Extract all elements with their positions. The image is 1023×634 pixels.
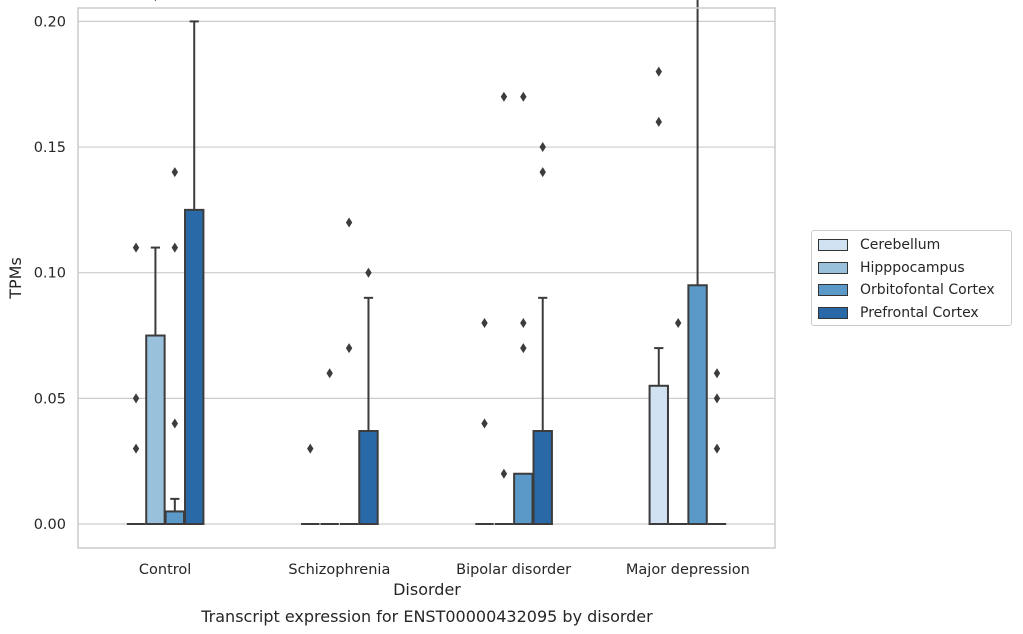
- outlier-point: [713, 368, 721, 379]
- outlier-point: [674, 317, 682, 328]
- x-tick-label: Schizophrenia: [288, 562, 390, 578]
- box: [532, 430, 553, 526]
- box: [358, 430, 379, 526]
- outlier-point: [132, 393, 140, 404]
- outlier-point: [481, 418, 488, 429]
- outlier-point: [500, 468, 508, 479]
- x-tick-labels: Control Schizophrenia Bipolar disorder Majo…: [139, 562, 750, 578]
- box-plot: [145, 246, 166, 525]
- box-plot: [532, 296, 553, 526]
- outlier-point: [713, 393, 721, 404]
- box: [164, 510, 186, 525]
- legend-swatch-hippocampus: [818, 261, 848, 274]
- outlier-point: [154, 0, 157, 2]
- x-tick-label: Major depression: [626, 562, 750, 578]
- outlier-point: [481, 317, 488, 328]
- outlier-point: [500, 91, 508, 102]
- outlier-point: [655, 116, 662, 127]
- legend-label-prefrontal-cortex: Prefrontal Cortex: [860, 304, 979, 321]
- boxes: [126, 0, 727, 526]
- y-axis-label: TPMs: [6, 257, 25, 300]
- legend-swatch-prefrontal-cortex: [818, 306, 848, 319]
- outlier-point: [171, 418, 179, 429]
- box: [648, 384, 669, 525]
- outlier-point: [171, 167, 179, 178]
- outlier-point: [132, 443, 140, 454]
- outlier-point: [520, 343, 527, 354]
- y-tick-label: 0.05: [34, 391, 66, 407]
- x-tick-label: Control: [139, 562, 191, 578]
- outliers: [132, 0, 721, 479]
- outlier-point: [365, 267, 372, 278]
- box: [513, 472, 534, 525]
- y-tick-label: 0.00: [34, 517, 66, 533]
- outlier-point: [713, 443, 721, 454]
- y-tick-label: 0.15: [34, 140, 66, 156]
- legend: Cerebellum Hipppocampus Orbitofontal Cor…: [811, 230, 1012, 326]
- y-tick-label: 0.10: [34, 266, 66, 282]
- outlier-point: [520, 91, 527, 102]
- box-plot: [358, 296, 379, 526]
- legend-swatch-orbitofrontal-cortex: [818, 284, 848, 297]
- outlier-point: [539, 142, 546, 153]
- legend-item-prefrontal-cortex: Prefrontal Cortex: [812, 302, 1011, 325]
- legend-item-orbitofrontal-cortex: Orbitofontal Cortex: [812, 279, 1011, 302]
- outlier-point: [655, 66, 662, 77]
- box-plot: [687, 0, 708, 526]
- x-tick-label: Bipolar disorder: [456, 562, 571, 578]
- legend-swatch-cerebellum: [818, 239, 848, 252]
- chart-title: Transcript expression for ENST0000043209…: [200, 607, 653, 626]
- outlier-point: [326, 368, 333, 379]
- box-plot: [184, 20, 205, 525]
- outlier-point: [171, 242, 179, 253]
- legend-label-cerebellum: Cerebellum: [860, 237, 941, 254]
- legend-label-hippocampus: Hipppocampus: [860, 259, 965, 276]
- box-plot: [513, 472, 534, 525]
- plot-frame: [77, 7, 776, 549]
- outlier-point: [539, 167, 546, 178]
- x-axis-label: Disorder: [393, 580, 461, 599]
- outlier-point: [345, 343, 353, 354]
- legend-item-hippocampus: Hipppocampus: [812, 257, 1011, 280]
- outlier-point: [520, 317, 527, 328]
- legend-item-cerebellum: Cerebellum: [812, 234, 1011, 257]
- legend-label-orbitofrontal-cortex: Orbitofontal Cortex: [860, 282, 995, 299]
- box: [687, 284, 708, 526]
- outlier-point: [345, 217, 353, 228]
- outlier-point: [132, 242, 140, 253]
- box-plot: [164, 497, 186, 525]
- y-tick-labels: 0.000.050.100.150.200.250.300.350.40: [34, 14, 66, 533]
- box: [145, 334, 166, 525]
- box: [184, 208, 205, 525]
- y-tick-label: 0.20: [34, 14, 66, 30]
- grid-lines: [78, 20, 775, 525]
- box-plot: [648, 347, 669, 525]
- outlier-point: [307, 443, 314, 454]
